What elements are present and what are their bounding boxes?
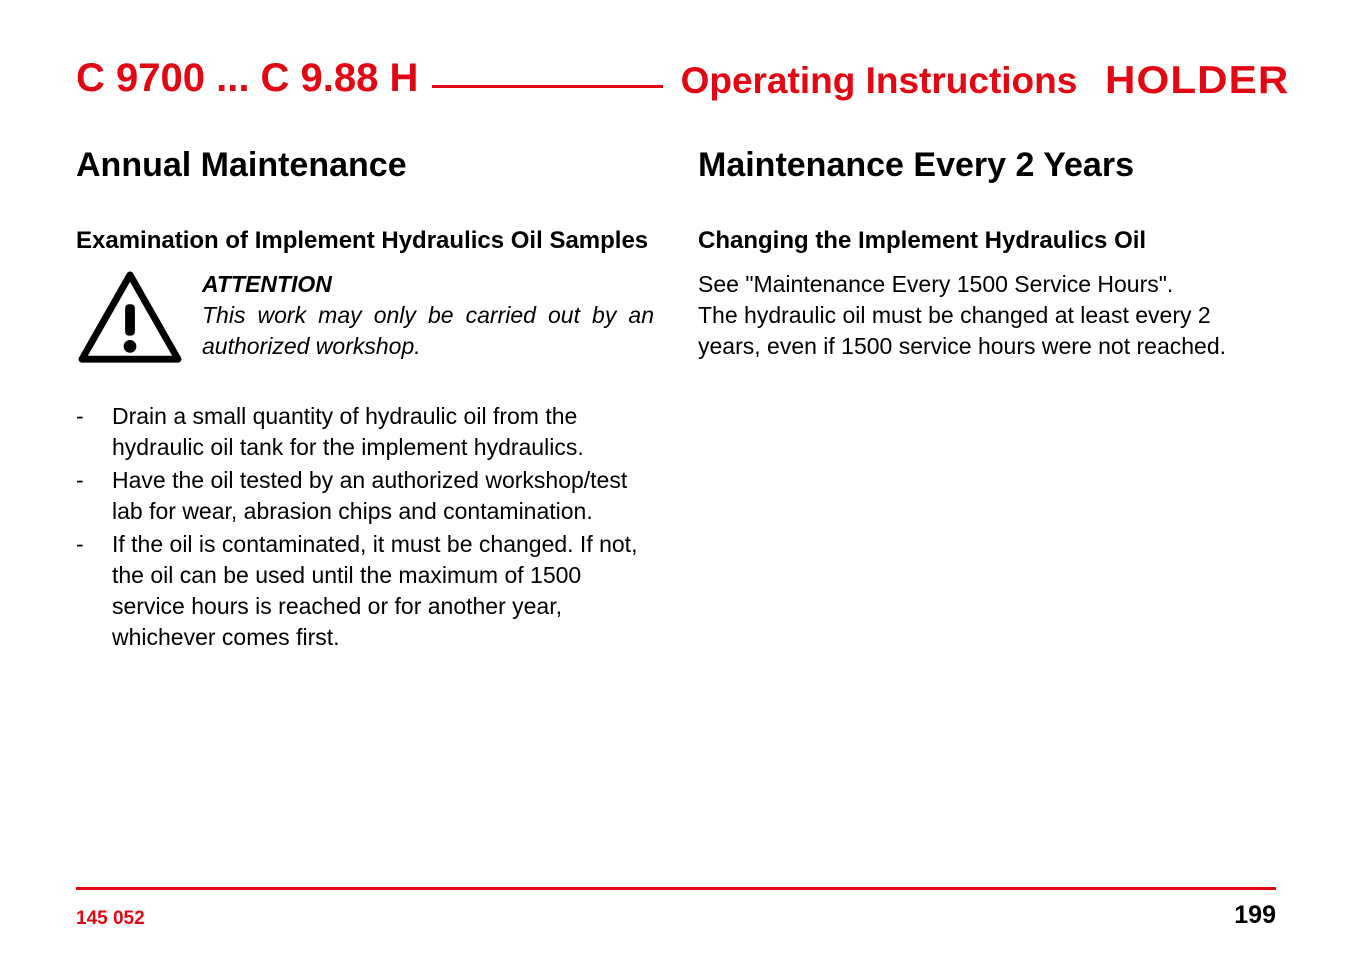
list-item: - Drain a small quantity of hydraulic oi… bbox=[76, 401, 654, 463]
brand-wordmark: HOLDER bbox=[1105, 61, 1289, 100]
warning-icon bbox=[76, 269, 184, 367]
attention-body: This work may only be carried out by an … bbox=[202, 300, 654, 362]
right-heading: Maintenance Every 2 Years bbox=[698, 146, 1276, 185]
left-subheading: Examination of Implement Hydraulics Oil … bbox=[76, 227, 654, 255]
body-columns: Annual Maintenance Examination of Implem… bbox=[76, 146, 1276, 655]
bullet-list: - Drain a small quantity of hydraulic oi… bbox=[76, 401, 654, 653]
bullet-text: If the oil is contaminated, it must be c… bbox=[112, 529, 654, 653]
header-right: Operating Instructions HOLDER bbox=[681, 61, 1276, 100]
attention-block: ATTENTION This work may only be carried … bbox=[76, 269, 654, 367]
left-heading: Annual Maintenance bbox=[76, 146, 654, 185]
footer-rule bbox=[76, 887, 1276, 890]
page-number: 199 bbox=[1234, 901, 1276, 930]
doc-title: Operating Instructions bbox=[681, 62, 1078, 99]
list-item: - Have the oil tested by an authorized w… bbox=[76, 465, 654, 527]
model-code: C 9700 ... C 9.88 H bbox=[76, 58, 418, 100]
page-header: C 9700 ... C 9.88 H Operating Instructio… bbox=[76, 30, 1276, 100]
header-rule bbox=[432, 85, 662, 88]
document-id: 145 052 bbox=[76, 908, 145, 930]
right-subheading: Changing the Implement Hydraulics Oil bbox=[698, 227, 1276, 255]
bullet-dash: - bbox=[76, 401, 88, 463]
left-column: Annual Maintenance Examination of Implem… bbox=[76, 146, 654, 655]
bullet-text: Drain a small quantity of hydraulic oil … bbox=[112, 401, 654, 463]
right-paragraph: See "Maintenance Every 1500 Service Hour… bbox=[698, 269, 1276, 362]
bullet-text: Have the oil tested by an authorized wor… bbox=[112, 465, 654, 527]
bullet-dash: - bbox=[76, 529, 88, 653]
attention-heading: ATTENTION bbox=[202, 269, 654, 300]
right-column: Maintenance Every 2 Years Changing the I… bbox=[698, 146, 1276, 655]
page-footer: 145 052 199 bbox=[76, 901, 1276, 930]
page: C 9700 ... C 9.88 H Operating Instructio… bbox=[0, 0, 1352, 954]
attention-text: ATTENTION This work may only be carried … bbox=[202, 269, 654, 367]
list-item: - If the oil is contaminated, it must be… bbox=[76, 529, 654, 653]
bullet-dash: - bbox=[76, 465, 88, 527]
